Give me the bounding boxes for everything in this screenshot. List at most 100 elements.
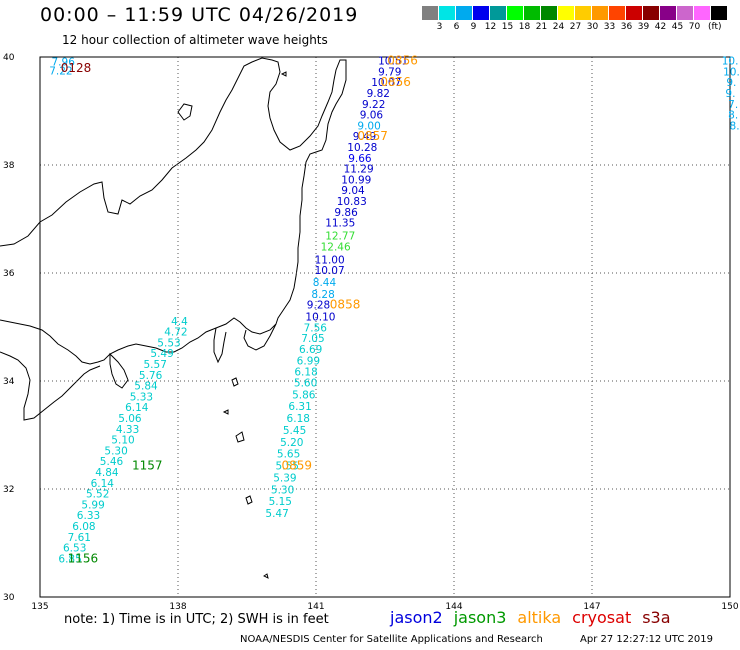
small-island [245,495,253,505]
pass-time-label: 1157 [132,459,163,473]
wave-height-value: 4.72 [164,327,187,339]
legend-label: 45 [671,22,684,32]
small-island [235,431,245,443]
track-altika-north: 10.519.7910.079.829.229.069.009.4910.289… [305,56,408,324]
legend-swatch [507,6,524,20]
legend-swatch [677,6,694,20]
wave-height-value: 5.65 [277,449,300,461]
legend-label: 36 [620,22,633,32]
wave-height-value: 5.33 [130,391,153,403]
satellite-altika: altika [517,608,562,627]
wave-height-value: 11.35 [325,218,355,230]
pass-time-label: 1156 [68,551,99,565]
lon-tick-label: 150 [721,602,738,612]
wave-height-value: 9. [725,88,735,100]
lon-tick-label: 135 [31,602,48,612]
wave-height-value: 9.66 [348,153,372,165]
wave-height-value: 7.61 [68,532,91,544]
legend-label: 21 [535,22,548,32]
legend-swatch [490,6,507,20]
legend-label: 18 [518,22,531,32]
wave-height-value: 6.14 [91,478,115,490]
wave-height-value: 5.49 [150,348,173,360]
wave-height-value: 10.28 [347,142,377,154]
wave-height-value: 5.99 [81,499,104,511]
wave-height-value: 7.56 [304,322,328,334]
legend-swatch [609,6,626,20]
wave-height-value: 9.86 [334,207,358,219]
wave-height-value: 5.20 [280,437,303,449]
legend-swatch [558,6,575,20]
legend-label: 33 [603,22,616,32]
honshu-coastline [0,57,347,365]
wave-height-value: 6.33 [77,510,100,522]
legend-label: 42 [654,22,667,32]
track-jason3-1157: 4.44.725.535.495.575.765.845.336.145.064… [58,316,188,566]
pass-time-label: 0856 [387,54,418,68]
legend-label: 30 [586,22,599,32]
wave-height-value: 10.99 [341,174,371,186]
legend-swatch [524,6,541,20]
pass-time-label: 0858 [330,298,361,312]
lat-tick-label: 34 [3,377,15,387]
wave-height-value: 6.31 [288,401,311,413]
wave-height-value: 9.82 [367,88,390,100]
legend-swatch [473,6,490,20]
wave-height-value: 9. [726,77,736,89]
map-frame [39,56,731,598]
lon-tick-label: 144 [445,602,462,612]
page-subtitle: 12 hour collection of altimeter wave hei… [62,33,328,47]
satellite-s3a: s3a [642,608,671,627]
wave-height-value: 6.08 [72,521,95,533]
wave-height-value: 4.33 [116,424,139,436]
pass-time-label: 0128 [61,61,92,75]
wave-height-value: 10.07 [315,265,345,277]
legend-swatch [456,6,473,20]
wave-height-value: 9.79 [378,66,401,78]
wave-height-value: 12.77 [325,231,355,243]
pass-time-label: 0856 [380,75,411,89]
wave-height-value: 5.55 [276,461,299,473]
lat-tick-label: 38 [3,161,15,171]
wave-height-value: 9.04 [341,185,365,197]
small-island [263,573,269,579]
legend-label: 24 [552,22,565,32]
legend-label: 12 [484,22,497,32]
wave-height-value: 5.06 [118,413,142,425]
wave-height-value: 7. [728,99,738,111]
track-altika-south: 7.567.056.696.996.185.605.866.316.185.45… [265,322,327,520]
lat-tick-label: 36 [3,269,15,279]
credit-line: NOAA/NESDIS Center for Satellite Applica… [240,634,543,645]
satellite-jason3: jason3 [453,608,507,627]
legend-label: 3 [436,22,443,32]
wave-height-value: 10. [722,56,739,68]
wave-height-value: 5.15 [269,496,292,508]
wave-height-value: 5.60 [294,377,317,389]
wave-height-value: 5.46 [100,456,124,468]
wave-height-value: 5.52 [86,489,109,501]
wave-height-value: 5.84 [134,381,158,393]
lat-tick-label: 32 [3,485,14,495]
coastline [0,57,347,579]
legend-swatch [422,6,439,20]
wave-height-value: 8.44 [313,277,337,289]
satellite-jason2: jason2 [390,608,443,627]
legend-swatch [592,6,609,20]
small-island [231,377,239,387]
legend-label: 27 [569,22,582,32]
wave-height-value: 9.22 [362,99,385,111]
wave-height-value: 5.86 [292,389,316,401]
izu-peninsula [213,327,227,364]
wave-height-value: 6.53 [63,543,86,555]
legend-swatch [660,6,677,20]
legend-unit: (ft) [708,22,722,32]
wave-height-value: 7.22 [49,65,72,77]
lat-tick-label: 40 [3,53,15,63]
legend-label: 6 [453,22,460,32]
wave-height-value: 5.57 [144,359,167,371]
sado-island [177,103,193,121]
wave-height-value: 11.29 [344,164,374,176]
